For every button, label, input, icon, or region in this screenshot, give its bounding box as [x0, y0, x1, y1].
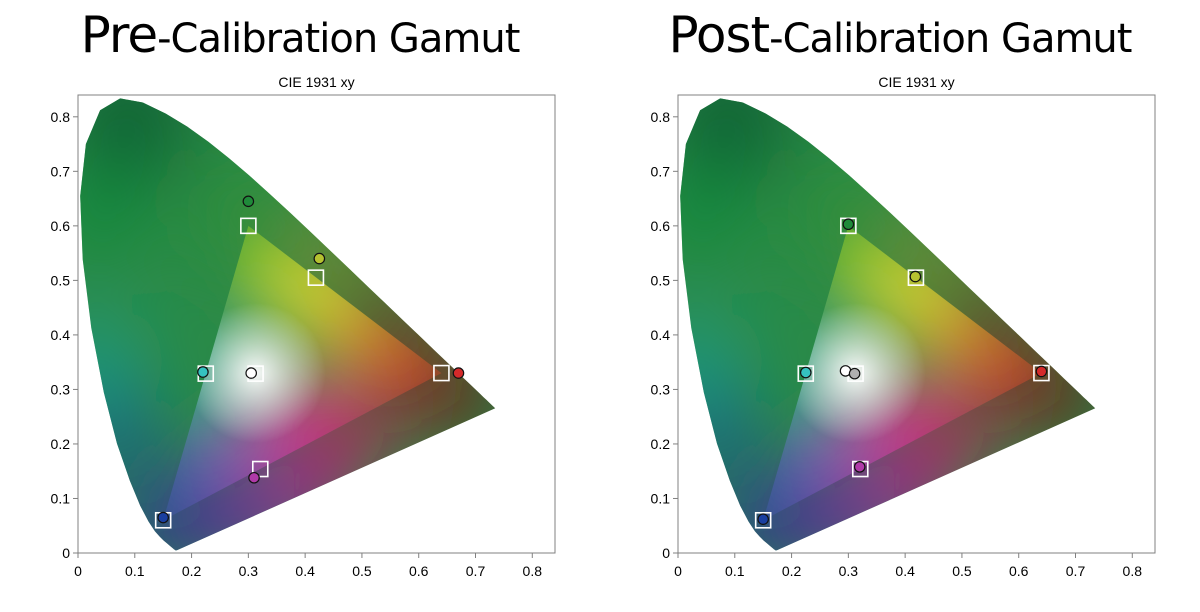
x-tick-label: 0.7 [466, 563, 486, 579]
measured-point [452, 367, 465, 379]
target-point-magenta [251, 460, 269, 478]
target-point-blue [754, 511, 772, 529]
x-tick-label: 0 [674, 563, 682, 579]
x-tick-label: 0 [74, 563, 82, 579]
y-tick-label: 0.1 [51, 490, 71, 506]
y-tick-label: 0.3 [651, 381, 671, 397]
y-tick-label: 0.6 [651, 218, 671, 234]
y-tick-label: 0.8 [51, 109, 71, 125]
target-point-yellow [307, 269, 325, 286]
y-tick-label: 0.7 [651, 163, 671, 179]
measured-point [1035, 365, 1048, 378]
x-tick-label: 0.6 [409, 563, 429, 579]
measured-point [313, 252, 326, 265]
x-tick-label: 0.4 [895, 563, 915, 579]
target-point-green [840, 217, 857, 235]
measured-point [848, 367, 861, 380]
pre-calibration-panel: Pre-Calibration Gamut CIE 1931 xy 0 0.1 0.2… [0, 6, 600, 579]
target-point-yellow [907, 269, 925, 286]
y-tick-label: 0.5 [651, 272, 671, 288]
measured-point [757, 513, 769, 525]
x-tick-label: 0.3 [839, 563, 859, 579]
y-tick-label: 0 [62, 545, 70, 561]
y-tick-label: 0.2 [651, 436, 671, 452]
post-calibration-panel: Post-Calibration Gamut CIE 1931 xy 0 0.1 0.… [600, 0, 1200, 612]
title-rest: -Calibration Gamut [157, 16, 520, 62]
pre-calibration-title: Pre-Calibration Gamut [0, 6, 600, 64]
title-bold-word: Pre [80, 6, 158, 64]
x-tick-label: 0.3 [239, 563, 259, 579]
y-tick-label: 0.1 [651, 490, 671, 506]
measured-point [245, 367, 257, 379]
y-tick-label: 0.4 [651, 327, 671, 343]
y-tick-label: 0.2 [51, 436, 71, 452]
title-rest: -Calibration Gamut [769, 16, 1132, 62]
y-tick-label: 0.4 [51, 327, 71, 343]
measured-point [799, 366, 812, 379]
measured-point [909, 270, 922, 283]
measured-point [242, 195, 255, 208]
measured-point [248, 471, 260, 484]
target-point-red [433, 364, 450, 382]
cie-chart-post: CIE 1931 xy 0 0.1 0.2 0.3 0.4 0.5 0.6 0.7 0.8 0 0.1… [651, 74, 1156, 579]
x-tick-label: 0.2 [182, 563, 202, 579]
chart-subtitle: CIE 1931 xy [878, 74, 954, 90]
chart-subtitle: CIE 1931 xy [278, 74, 354, 90]
y-tick-label: 0.5 [51, 272, 71, 288]
target-point-green [240, 217, 257, 235]
x-tick-label: 0.8 [523, 563, 543, 579]
y-tick-label: 0 [662, 545, 670, 561]
measured-point [842, 218, 855, 231]
x-tick-label: 0.5 [352, 563, 372, 579]
measured-point [157, 511, 169, 524]
cie-chart-pre: CIE 1931 xy 0 0.1 0.2 0.3 0.4 0.5 0.6 0.7 0.8 0 0.1… [51, 74, 556, 579]
post-calibration-title: Post-Calibration Gamut [600, 6, 1200, 64]
x-tick-label: 0.5 [952, 563, 972, 579]
x-tick-label: 0.6 [1009, 563, 1029, 579]
measured-point [197, 366, 209, 378]
x-tick-label: 0.1 [725, 563, 745, 579]
target-point-cyan [797, 365, 815, 382]
x-tick-label: 0.2 [782, 563, 802, 579]
x-tick-label: 0.1 [125, 563, 145, 579]
target-point-red [1033, 364, 1050, 382]
y-tick-label: 0.3 [51, 381, 71, 397]
title-bold-word: Post [668, 6, 771, 64]
y-tick-label: 0.8 [651, 109, 671, 125]
x-tick-label: 0.4 [295, 563, 315, 579]
measured-point [853, 461, 866, 473]
y-tick-label: 0.7 [51, 163, 71, 179]
x-tick-label: 0.8 [1123, 563, 1143, 579]
y-tick-label: 0.6 [51, 218, 71, 234]
x-tick-label: 0.7 [1066, 563, 1086, 579]
